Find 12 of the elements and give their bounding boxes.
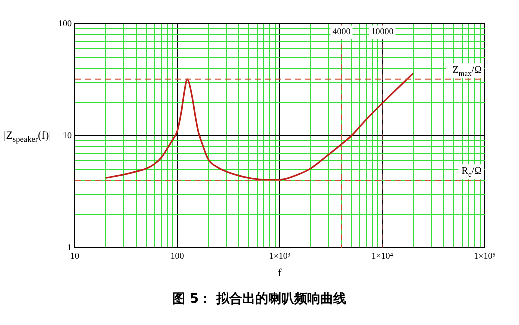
y-tick-label: 100: [58, 18, 72, 28]
x-tick-label: 1×10⁴: [372, 250, 394, 261]
caption: 图 5： 拟合出的喇叭频响曲线: [171, 290, 348, 308]
x-tick-label: 10: [70, 250, 80, 261]
y-tick-label: 1: [68, 242, 72, 252]
x-axis-title: f: [278, 267, 282, 280]
x-tick-label: 1×10³: [269, 250, 291, 261]
y-tick-label: 10: [63, 130, 72, 140]
ref-line-label: 10000: [371, 26, 394, 36]
x-tick-label: 1×10⁵: [474, 250, 496, 261]
ref-line-label: 4000: [332, 26, 352, 36]
x-tick-label: 100: [170, 250, 185, 261]
